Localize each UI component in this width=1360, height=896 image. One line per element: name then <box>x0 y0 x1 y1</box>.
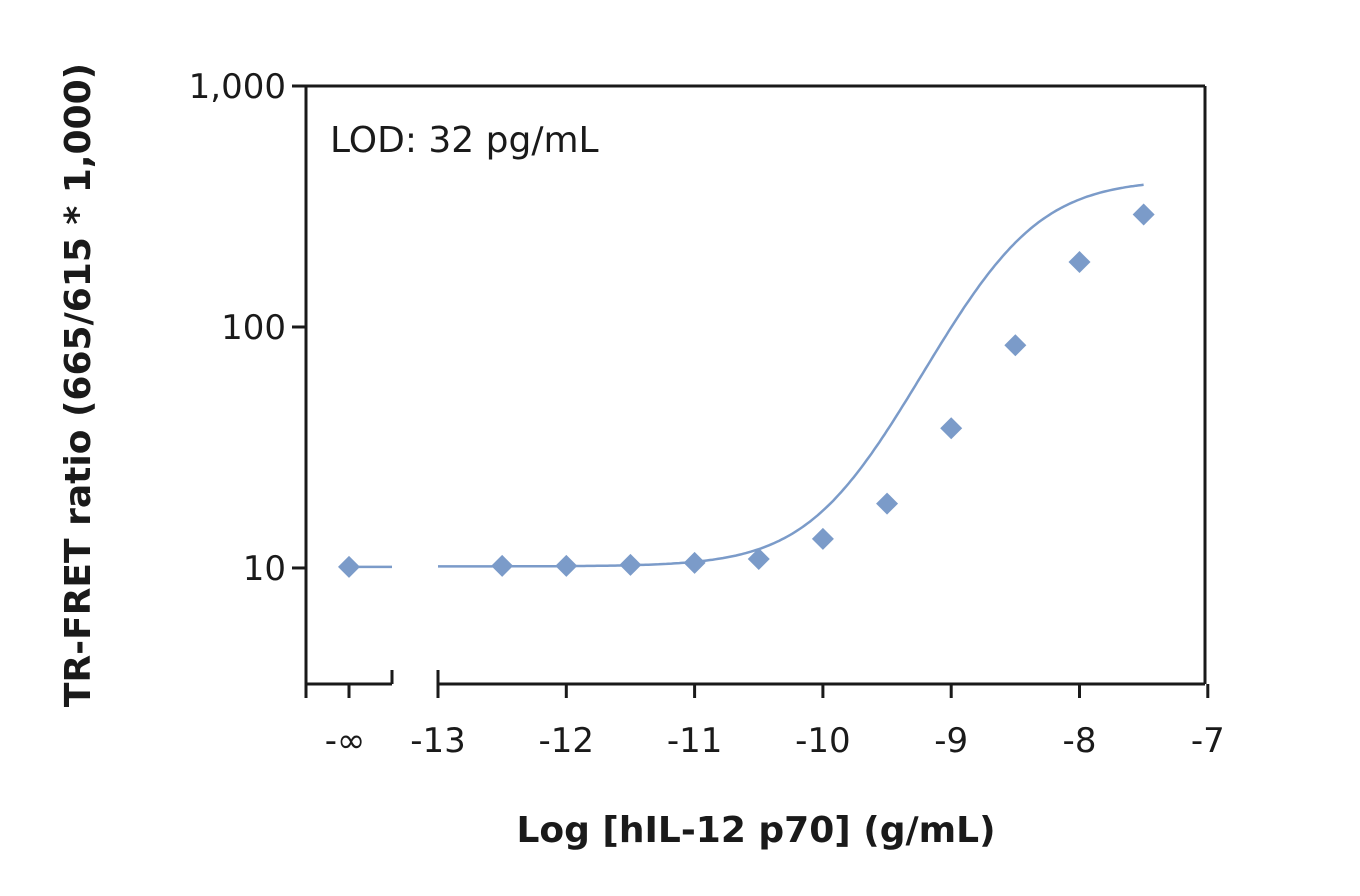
data-point <box>683 551 706 574</box>
y-tick-label: 1,000 <box>189 67 286 107</box>
data-point <box>619 553 642 576</box>
lod-annotation: LOD: 32 pg/mL <box>330 120 599 161</box>
data-point <box>555 554 578 577</box>
y-tick-label: 100 <box>221 308 286 348</box>
y-axis-ticks: 10 100 1,000 <box>189 67 306 589</box>
data-point-blank <box>338 555 360 578</box>
data-point <box>747 547 770 570</box>
data-point <box>811 527 834 550</box>
data-point <box>1068 251 1091 274</box>
fit-curve-line <box>438 183 1144 568</box>
y-axis-title: TR-FRET ratio (665/615 * 1,000) <box>58 63 99 707</box>
x-tick-label: -10 <box>795 721 851 761</box>
data-point <box>1132 203 1155 226</box>
x-tick-label: -13 <box>410 721 466 761</box>
data-point <box>876 492 899 515</box>
x-tick-label: -7 <box>1191 721 1225 761</box>
data-point <box>491 554 514 577</box>
data-points <box>338 203 1155 578</box>
x-tick-label: -11 <box>667 721 723 761</box>
plot-frame-group <box>304 84 1207 686</box>
y-tick-label: 10 <box>243 549 286 589</box>
x-tick-label: -12 <box>539 721 595 761</box>
x-tick-label-blank: -∞ <box>325 721 366 761</box>
x-tick-label: -9 <box>934 721 968 761</box>
x-axis-title: Log [hIL-12 p70] (g/mL) <box>516 810 995 851</box>
data-point <box>1004 334 1027 357</box>
x-axis-ticks: -∞ -13 -12 -11 -10 -9 -8 -7 <box>304 670 1225 761</box>
data-point <box>940 417 963 440</box>
x-tick-label: -8 <box>1063 721 1097 761</box>
